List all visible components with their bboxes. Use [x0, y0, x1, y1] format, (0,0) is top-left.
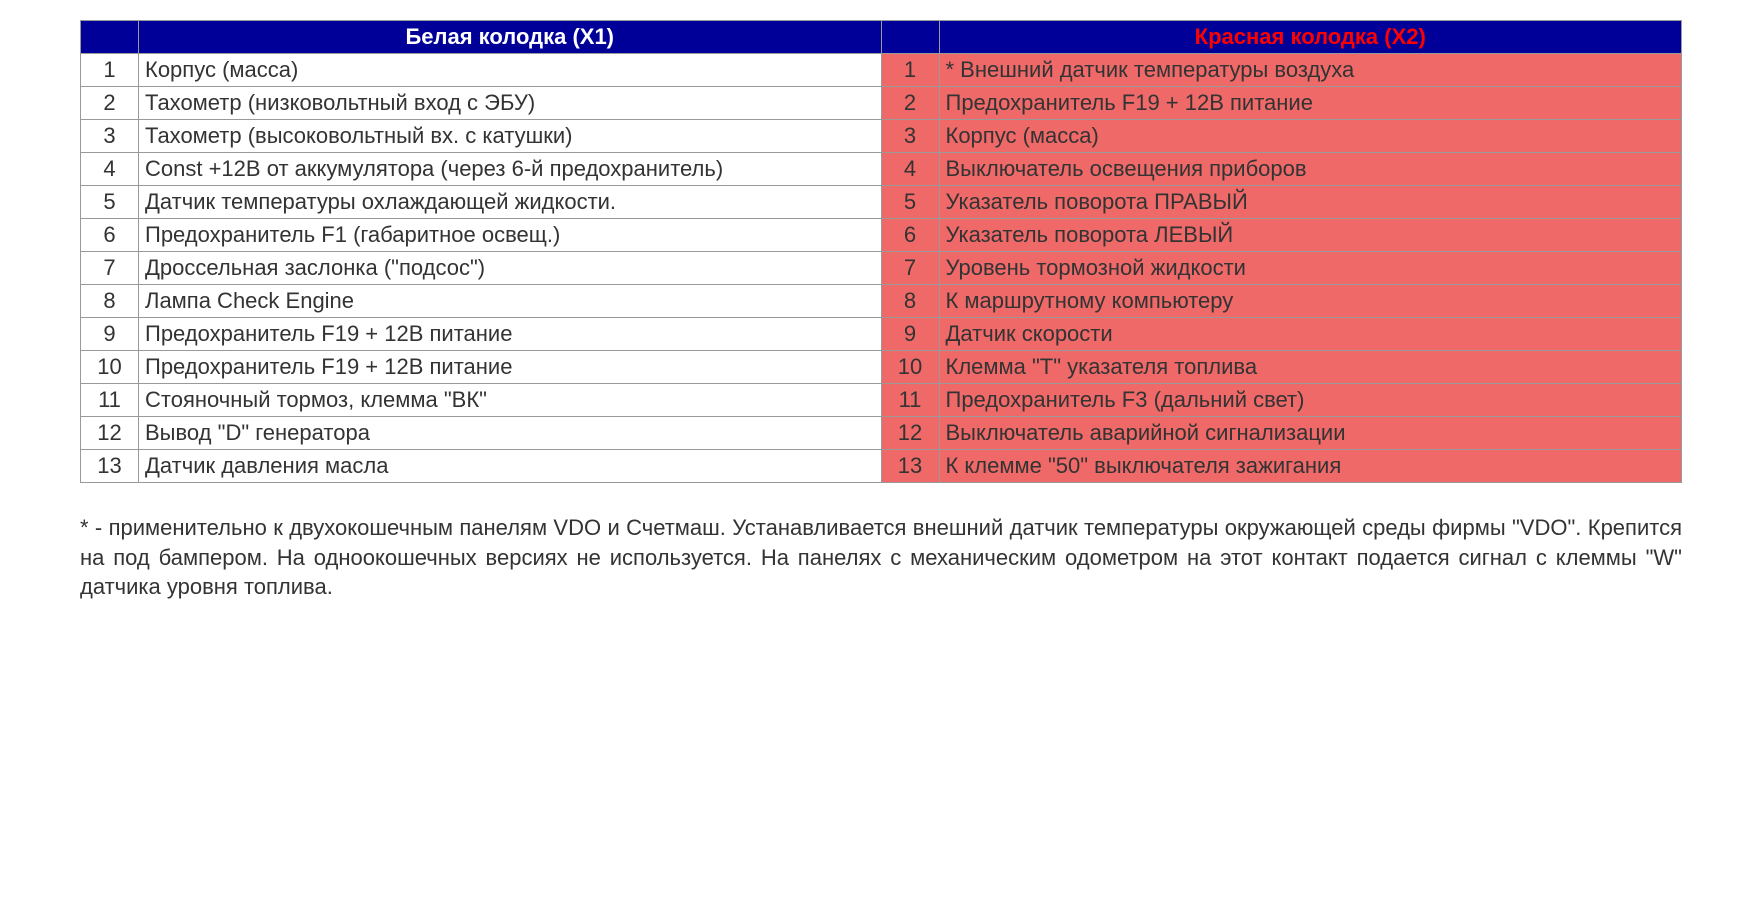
white-pin-number: 2 — [81, 87, 139, 120]
white-pin-description: Предохранитель F1 (габаритное освещ.) — [139, 219, 882, 252]
red-pin-description: Выключатель аварийной сигнализации — [939, 417, 1682, 450]
white-pin-number: 5 — [81, 186, 139, 219]
table-row: 9Предохранитель F19 + 12В питание9Датчик… — [81, 318, 1682, 351]
red-pin-description: Выключатель освещения приборов — [939, 153, 1682, 186]
table-row: 8Лампа Check Engine8К маршрутному компью… — [81, 285, 1682, 318]
white-pin-description: Предохранитель F19 + 12В питание — [139, 318, 882, 351]
table-row: 12Вывод "D" генератора12Выключатель авар… — [81, 417, 1682, 450]
white-pin-number: 8 — [81, 285, 139, 318]
header-white-connector: Белая колодка (Х1) — [139, 21, 882, 54]
red-pin-number: 9 — [881, 318, 939, 351]
table-row: 1Корпус (масса)1* Внешний датчик темпера… — [81, 54, 1682, 87]
red-pin-description: Предохранитель F3 (дальний свет) — [939, 384, 1682, 417]
white-pin-number: 11 — [81, 384, 139, 417]
red-pin-number: 7 — [881, 252, 939, 285]
red-pin-description: Указатель поворота ПРАВЫЙ — [939, 186, 1682, 219]
white-pin-description: Датчик температуры охлаждающей жидкости. — [139, 186, 882, 219]
table-body: 1Корпус (масса)1* Внешний датчик темпера… — [81, 54, 1682, 483]
white-pin-number: 9 — [81, 318, 139, 351]
red-pin-description: Предохранитель F19 + 12В питание — [939, 87, 1682, 120]
red-pin-description: Уровень тормозной жидкости — [939, 252, 1682, 285]
white-pin-description: Const +12В от аккумулятора (через 6-й пр… — [139, 153, 882, 186]
white-pin-description: Вывод "D" генератора — [139, 417, 882, 450]
table-row: 13Датчик давления масла13К клемме "50" в… — [81, 450, 1682, 483]
table-row: 2Тахометр (низковольтный вход с ЭБУ)2Пре… — [81, 87, 1682, 120]
white-pin-number: 4 — [81, 153, 139, 186]
white-pin-description: Предохранитель F19 + 12В питание — [139, 351, 882, 384]
footnote: * - применительно к двухокошечным панеля… — [80, 513, 1682, 602]
white-pin-description: Дроссельная заслонка ("подсос") — [139, 252, 882, 285]
red-pin-number: 8 — [881, 285, 939, 318]
table-row: 11Стояночный тормоз, клемма "ВК"11Предох… — [81, 384, 1682, 417]
table-header-row: Белая колодка (Х1) Красная колодка (Х2) — [81, 21, 1682, 54]
white-pin-description: Лампа Check Engine — [139, 285, 882, 318]
white-pin-number: 10 — [81, 351, 139, 384]
red-pin-description: Клемма "Т" указателя топлива — [939, 351, 1682, 384]
table-row: 7Дроссельная заслонка ("подсос")7Уровень… — [81, 252, 1682, 285]
table-row: 6Предохранитель F1 (габаритное освещ.)6У… — [81, 219, 1682, 252]
red-pin-number: 3 — [881, 120, 939, 153]
white-pin-description: Тахометр (низковольтный вход с ЭБУ) — [139, 87, 882, 120]
table-row: 10Предохранитель F19 + 12В питание10Клем… — [81, 351, 1682, 384]
connector-pinout-table: Белая колодка (Х1) Красная колодка (Х2) … — [80, 20, 1682, 483]
table-row: 3Тахометр (высоковольтный вх. с катушки)… — [81, 120, 1682, 153]
red-pin-description: Датчик скорости — [939, 318, 1682, 351]
header-blank-left — [81, 21, 139, 54]
table-row: 5Датчик температуры охлаждающей жидкости… — [81, 186, 1682, 219]
white-pin-number: 3 — [81, 120, 139, 153]
red-pin-number: 4 — [881, 153, 939, 186]
white-pin-description: Датчик давления масла — [139, 450, 882, 483]
red-pin-description: Корпус (масса) — [939, 120, 1682, 153]
red-pin-number: 6 — [881, 219, 939, 252]
red-pin-number: 10 — [881, 351, 939, 384]
white-pin-description: Тахометр (высоковольтный вх. с катушки) — [139, 120, 882, 153]
red-pin-description: К клемме "50" выключателя зажигания — [939, 450, 1682, 483]
header-red-connector: Красная колодка (Х2) — [939, 21, 1682, 54]
red-pin-number: 1 — [881, 54, 939, 87]
white-pin-number: 13 — [81, 450, 139, 483]
table-row: 4Const +12В от аккумулятора (через 6-й п… — [81, 153, 1682, 186]
red-pin-number: 2 — [881, 87, 939, 120]
white-pin-description: Корпус (масса) — [139, 54, 882, 87]
red-pin-description: * Внешний датчик температуры воздуха — [939, 54, 1682, 87]
red-pin-number: 11 — [881, 384, 939, 417]
white-pin-number: 12 — [81, 417, 139, 450]
white-pin-number: 7 — [81, 252, 139, 285]
white-pin-description: Стояночный тормоз, клемма "ВК" — [139, 384, 882, 417]
white-pin-number: 1 — [81, 54, 139, 87]
red-pin-number: 5 — [881, 186, 939, 219]
header-blank-right — [881, 21, 939, 54]
red-pin-number: 12 — [881, 417, 939, 450]
red-pin-number: 13 — [881, 450, 939, 483]
red-pin-description: К маршрутному компьютеру — [939, 285, 1682, 318]
white-pin-number: 6 — [81, 219, 139, 252]
red-pin-description: Указатель поворота ЛЕВЫЙ — [939, 219, 1682, 252]
